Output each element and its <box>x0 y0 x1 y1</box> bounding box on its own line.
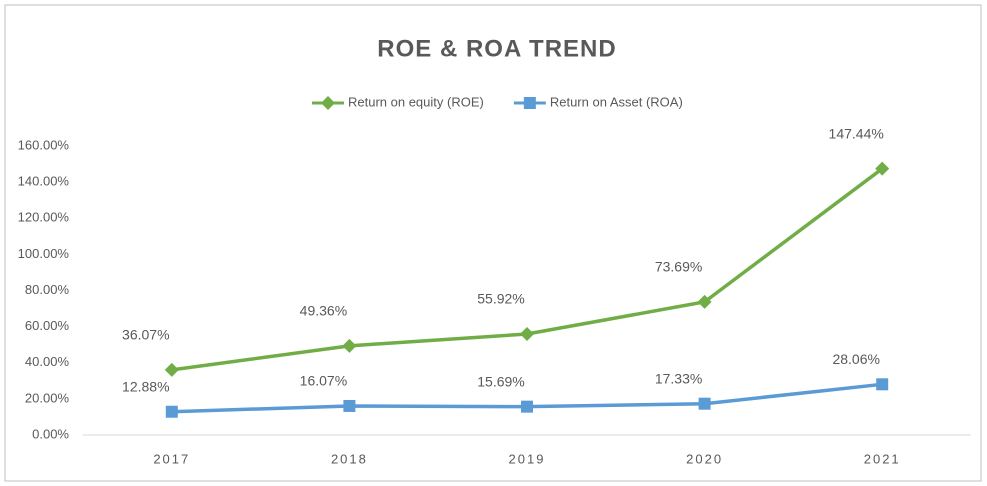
data-label: 73.69% <box>655 259 702 275</box>
data-point <box>697 294 712 309</box>
chart-border <box>4 4 982 482</box>
x-tick-label: 2021 <box>864 451 901 466</box>
data-label: 36.07% <box>122 327 169 343</box>
x-tick-label: 2018 <box>331 451 368 466</box>
chart-title: ROE & ROA TREND <box>377 35 616 62</box>
legend-label: Return on Asset (ROA) <box>550 94 683 109</box>
data-label: 16.07% <box>300 373 347 389</box>
y-tick-label: 100.00% <box>18 246 70 261</box>
data-point <box>876 378 889 391</box>
legend-label: Return on equity (ROE) <box>348 94 484 109</box>
data-label: 28.06% <box>832 351 879 367</box>
legend-marker <box>321 96 335 110</box>
data-label: 17.33% <box>655 370 702 386</box>
data-label: 55.92% <box>477 291 524 307</box>
y-tick-label: 140.00% <box>18 174 70 189</box>
data-point <box>342 338 357 353</box>
data-label: 12.88% <box>122 378 169 394</box>
data-point <box>343 399 356 412</box>
data-label: 15.69% <box>477 373 524 389</box>
y-tick-label: 20.00% <box>25 390 70 405</box>
data-label: 147.44% <box>829 125 884 141</box>
y-tick-label: 0.00% <box>32 426 69 441</box>
data-point <box>520 326 534 341</box>
data-point <box>698 397 711 410</box>
data-label: 49.36% <box>300 303 347 319</box>
y-tick-label: 120.00% <box>18 210 70 225</box>
y-tick-label: 40.00% <box>25 354 70 369</box>
x-tick-label: 2019 <box>509 451 546 466</box>
y-tick-label: 80.00% <box>25 282 70 297</box>
data-point <box>164 362 179 377</box>
y-tick-label: 60.00% <box>25 318 70 333</box>
data-point <box>165 405 178 418</box>
x-tick-label: 2017 <box>153 451 190 466</box>
data-point <box>875 161 890 176</box>
x-tick-label: 2020 <box>686 451 723 466</box>
y-tick-label: 160.00% <box>18 137 70 152</box>
legend-marker <box>523 97 536 109</box>
data-point <box>521 400 533 413</box>
